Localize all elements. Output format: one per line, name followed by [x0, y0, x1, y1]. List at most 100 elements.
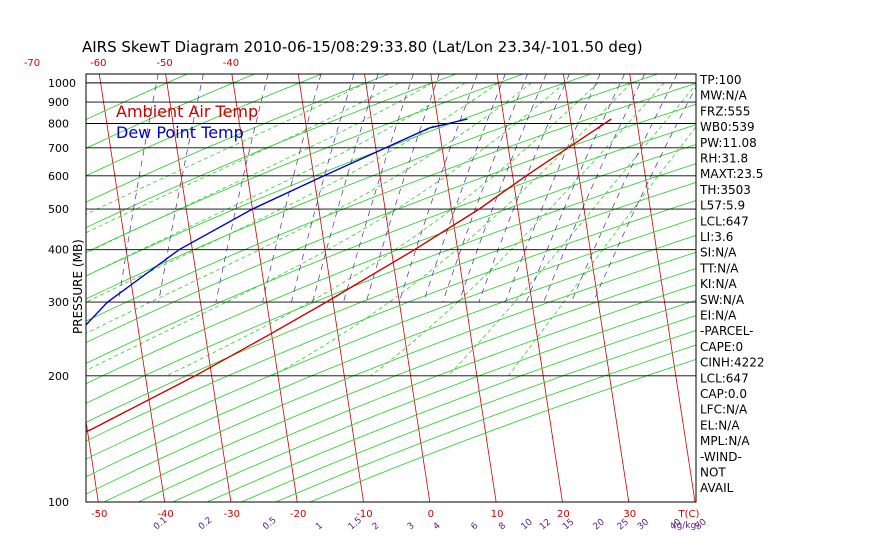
dry-adiabat-line — [206, 315, 696, 502]
dry-adiabat-line — [86, 74, 322, 177]
mixing-ratio-line — [505, 74, 601, 303]
index-entry: -PARCEL- — [700, 324, 754, 338]
plot-frame — [85, 73, 697, 503]
mixing-ratio-label: 0.2 — [197, 515, 214, 532]
index-entry: LFC:N/A — [700, 403, 748, 417]
dry-adiabat-line — [86, 74, 255, 149]
mixing-ratio-line — [525, 74, 625, 303]
bottom-temp-tick-label: -20 — [290, 509, 306, 520]
index-entry: MPL:N/A — [700, 434, 750, 448]
isotherm-line — [629, 74, 696, 502]
index-entry: PW:11.08 — [700, 136, 757, 150]
mixing-ratio-line — [343, 74, 414, 303]
index-entry: L57:5.9 — [700, 199, 745, 213]
dry-adiabat-line — [86, 235, 696, 478]
index-entry: RH:31.8 — [700, 152, 748, 166]
dry-adiabat-line — [86, 82, 696, 322]
dry-adiabat-line — [86, 103, 696, 343]
index-entry: LCL:647 — [700, 214, 749, 228]
index-entry: NOT — [700, 466, 726, 480]
isotherm-line — [0, 74, 32, 502]
dry-adiabat-line — [86, 74, 659, 300]
profiles — [86, 118, 612, 433]
pressure-tick-label: 400 — [48, 244, 69, 257]
dry-adiabat-line — [86, 74, 390, 203]
dry-adiabat-line — [86, 74, 524, 253]
mixing-ratio-label: 30 — [636, 517, 651, 532]
top-temp-tick-label: -40 — [223, 58, 239, 69]
dew-point-temp-line — [86, 118, 468, 326]
index-entry: KI:N/A — [700, 277, 737, 291]
index-entry: TT:N/A — [699, 261, 739, 275]
mixing-ratio-line — [442, 74, 528, 303]
mixing-ratio-line — [312, 74, 379, 303]
mixing-ratio-line — [398, 74, 478, 303]
mixing-ratio-label: 8 — [497, 521, 508, 533]
isotherm-line — [496, 74, 563, 502]
dry-adiabat-line — [86, 163, 696, 404]
index-entry: SI:N/A — [700, 246, 737, 260]
mixing-ratio-line — [543, 74, 646, 303]
mixing-ratio-label: 10 — [520, 517, 535, 532]
isotherm-line — [231, 74, 298, 502]
moist-adiabat-line — [447, 83, 696, 377]
mixing-ratio-line — [592, 86, 696, 303]
index-entry: -WIND- — [700, 450, 742, 464]
index-entry: CINH:4222 — [700, 356, 765, 370]
chart-title: AIRS SkewT Diagram 2010-06-15/08:29:33.8… — [82, 38, 643, 56]
pressure-tick-label: 900 — [48, 96, 69, 109]
pressure-tick-label: 600 — [48, 170, 69, 183]
mixing-ratio-label: 4 — [432, 521, 443, 533]
bottom-temp-tick-label: -10 — [356, 509, 372, 520]
isotherm-line — [562, 74, 630, 502]
dry-adiabat-line — [138, 284, 696, 502]
isotherm-line — [829, 74, 870, 502]
dry-adiabat-line — [86, 251, 696, 495]
mixing-ratio-line — [215, 74, 269, 303]
mixing-ratio-line — [262, 74, 322, 303]
legend-entry-ambient-air-temp: Ambient Air Temp — [116, 102, 258, 121]
dry-adiabat-line — [86, 217, 696, 460]
index-entry: TH:3503 — [699, 183, 751, 197]
dry-adiabat-line — [86, 74, 457, 229]
mixing-ratio-line — [571, 74, 678, 303]
index-entry: MAXT:23.5 — [700, 167, 763, 181]
bottom-temp-tick-label: 20 — [557, 509, 570, 520]
legend-entry-dew-point-temp: Dew Point Temp — [116, 123, 244, 142]
dry-adiabat-line — [86, 144, 696, 385]
pressure-tick-label: 1000 — [48, 77, 76, 90]
mixing-ratio-label: 2 — [371, 521, 382, 532]
y-axis-label: PRESSURE (MB) — [71, 239, 85, 334]
ambient-air-temp-line — [86, 118, 612, 433]
isotherm-line — [86, 418, 99, 502]
pressure-tick-label: 500 — [48, 203, 69, 216]
dry-adiabat-line — [86, 74, 188, 121]
plot-area — [0, 74, 870, 502]
isotherm-line — [297, 74, 364, 502]
pressure-tick-label: 700 — [48, 142, 69, 155]
index-entry: EL:N/A — [700, 418, 740, 432]
mixing-ratio-line — [158, 74, 204, 303]
index-entry: FRZ:555 — [700, 104, 750, 118]
mixing-ratio-line — [458, 74, 547, 303]
mixing-ratio-label: 3 — [406, 521, 417, 532]
mixing-ratio-label: 12 — [538, 517, 553, 532]
top-temp-tick-label: -60 — [90, 58, 106, 69]
dry-adiabat-line — [86, 74, 591, 277]
dry-adiabat-line — [241, 330, 696, 502]
pressure-tick-label: 200 — [48, 370, 69, 383]
dry-adiabat-line — [86, 200, 696, 442]
mixing-ratio-line — [423, 74, 506, 303]
isotherm-line — [165, 74, 232, 502]
pressure-tick-label: 300 — [48, 296, 69, 309]
mixing-ratio-unit: (g/kg) — [673, 521, 700, 531]
mixing-ratio-label: 1 — [314, 521, 325, 532]
pressure-tick-label: 100 — [48, 496, 69, 509]
mixing-ratio-line — [291, 74, 355, 303]
isotherm-line — [98, 74, 166, 502]
dry-adiabat-line — [86, 181, 696, 423]
isotherm-line — [762, 74, 827, 502]
